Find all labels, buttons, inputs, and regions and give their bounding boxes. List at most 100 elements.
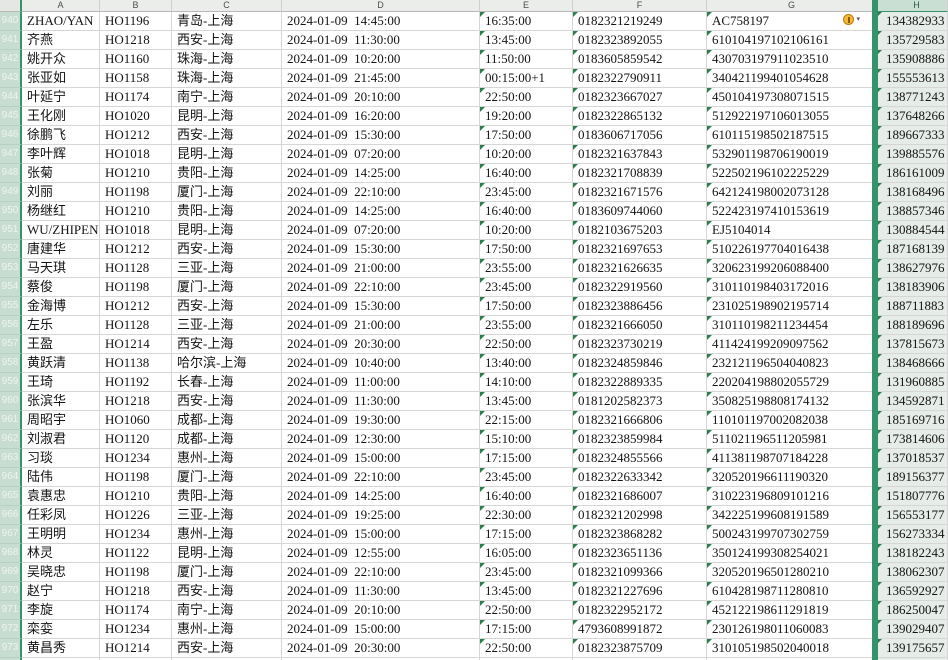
row-header[interactable]: 947 bbox=[0, 145, 22, 164]
cell-arrival[interactable]: 23:55:00 bbox=[480, 259, 573, 278]
cell-phone[interactable]: 186161009 bbox=[877, 164, 948, 183]
cell-route[interactable]: 惠州-上海 bbox=[172, 449, 282, 468]
cell-flight[interactable]: HO1226 bbox=[100, 506, 172, 525]
cell-id_no[interactable]: 532901198706190019 bbox=[707, 145, 877, 164]
cell-flight[interactable]: HO1128 bbox=[100, 316, 172, 335]
cell-ticket_no[interactable]: 0182323875709 bbox=[573, 639, 707, 658]
cell-ticket_no[interactable]: 0182323892055 bbox=[573, 31, 707, 50]
cell-id_no[interactable]: 350124199308254021 bbox=[707, 544, 877, 563]
cell-route[interactable]: 西安-上海 bbox=[172, 335, 282, 354]
cell-departure[interactable]: 2024-01-09 22:10:00 bbox=[282, 183, 480, 202]
cell-ticket_no[interactable]: 0182321227696 bbox=[573, 582, 707, 601]
cell-ticket_no[interactable]: 0181202582373 bbox=[573, 392, 707, 411]
cell-departure[interactable]: 2024-01-09 10:20:00 bbox=[282, 50, 480, 69]
cell-departure[interactable]: 2024-01-09 14:25:00 bbox=[282, 487, 480, 506]
cell-departure[interactable]: 2024-01-09 20:10:00 bbox=[282, 88, 480, 107]
cell-id_no[interactable]: 320520196501280210 bbox=[707, 563, 877, 582]
cell-id_no[interactable]: AC758197 ▾ bbox=[707, 12, 877, 31]
cell-arrival[interactable]: 17:50:00 bbox=[480, 240, 573, 259]
cell-route[interactable]: 西安-上海 bbox=[172, 639, 282, 658]
cell-ticket_no[interactable]: 0182323730219 bbox=[573, 335, 707, 354]
cell-route[interactable]: 南宁-上海 bbox=[172, 601, 282, 620]
row-header[interactable]: 962 bbox=[0, 430, 22, 449]
cell-ticket_no[interactable]: 0182321099366 bbox=[573, 563, 707, 582]
cell-id_no[interactable]: 310110198403172016 bbox=[707, 278, 877, 297]
cell-arrival[interactable]: 10:20:00 bbox=[480, 145, 573, 164]
cell-departure[interactable]: 2024-01-09 11:00:00 bbox=[282, 373, 480, 392]
cell-route[interactable]: 厦门-上海 bbox=[172, 183, 282, 202]
cell-route[interactable]: 成都-上海 bbox=[172, 411, 282, 430]
cell-ticket_no[interactable]: 0182322889335 bbox=[573, 373, 707, 392]
cell-ticket_no[interactable]: 0182321666050 bbox=[573, 316, 707, 335]
cell-flight[interactable]: HO1214 bbox=[100, 335, 172, 354]
cell-departure[interactable]: 2024-01-09 12:55:00 bbox=[282, 544, 480, 563]
cell-arrival[interactable]: 19:20:00 bbox=[480, 107, 573, 126]
cell-flight[interactable]: HO1020 bbox=[100, 107, 172, 126]
cell-phone[interactable]: 139029407 bbox=[877, 620, 948, 639]
cell-departure[interactable]: 2024-01-09 21:45:00 bbox=[282, 69, 480, 88]
cell-phone[interactable]: 156553177 bbox=[877, 506, 948, 525]
cell-route[interactable]: 厦门-上海 bbox=[172, 468, 282, 487]
cell-name[interactable]: 马天琪 bbox=[22, 259, 100, 278]
cell-phone[interactable]: 155553613 bbox=[877, 69, 948, 88]
cell-arrival[interactable]: 17:50:00 bbox=[480, 126, 573, 145]
row-header[interactable]: 957 bbox=[0, 335, 22, 354]
cell-arrival[interactable]: 23:45:00 bbox=[480, 563, 573, 582]
cell-id_no[interactable]: 450104197308071515 bbox=[707, 88, 877, 107]
cell-name[interactable]: 刘丽 bbox=[22, 183, 100, 202]
cell-flight[interactable]: HO1174 bbox=[100, 601, 172, 620]
cell-phone[interactable]: 138857346 bbox=[877, 202, 948, 221]
cell-flight[interactable]: HO1214 bbox=[100, 639, 172, 658]
cell-arrival[interactable]: 17:15:00 bbox=[480, 449, 573, 468]
cell-name[interactable]: 周昭宇 bbox=[22, 411, 100, 430]
cell-departure[interactable]: 2024-01-09 15:30:00 bbox=[282, 297, 480, 316]
cell-arrival[interactable]: 23:45:00 bbox=[480, 278, 573, 297]
cell-id_no[interactable]: 411424199209097562 bbox=[707, 335, 877, 354]
cell-route[interactable]: 贵阳-上海 bbox=[172, 202, 282, 221]
cell-ticket_no[interactable]: 0182323651136 bbox=[573, 544, 707, 563]
column-header-e[interactable]: E bbox=[480, 0, 573, 12]
row-header[interactable]: 946 bbox=[0, 126, 22, 145]
row-header[interactable]: 951 bbox=[0, 221, 22, 240]
cell-departure[interactable]: 2024-01-09 15:00:00 bbox=[282, 525, 480, 544]
cell-phone[interactable]: 188189696 bbox=[877, 316, 948, 335]
cell-id_no[interactable]: 610115198502187515 bbox=[707, 126, 877, 145]
cell-arrival[interactable]: 13:45:00 bbox=[480, 582, 573, 601]
cell-arrival[interactable]: 16:40:00 bbox=[480, 164, 573, 183]
cell-ticket_no[interactable]: 4793608991872 bbox=[573, 620, 707, 639]
cell-name[interactable]: 蔡俊 bbox=[22, 278, 100, 297]
cell-route[interactable]: 西安-上海 bbox=[172, 582, 282, 601]
cell-name[interactable]: 林灵 bbox=[22, 544, 100, 563]
row-header[interactable]: 965 bbox=[0, 487, 22, 506]
cell-departure[interactable] bbox=[282, 658, 480, 660]
cell-arrival[interactable]: 22:50:00 bbox=[480, 335, 573, 354]
row-header[interactable]: 953 bbox=[0, 259, 22, 278]
cell-arrival[interactable]: 22:50:00 bbox=[480, 601, 573, 620]
cell-phone[interactable]: 137815673 bbox=[877, 335, 948, 354]
cell-arrival[interactable]: 17:15:00 bbox=[480, 525, 573, 544]
cell-route[interactable]: 珠海-上海 bbox=[172, 69, 282, 88]
cell-route[interactable]: 昆明-上海 bbox=[172, 145, 282, 164]
cell-name[interactable]: 任彩凤 bbox=[22, 506, 100, 525]
cell-arrival[interactable]: 23:55:00 bbox=[480, 316, 573, 335]
row-header[interactable]: 972 bbox=[0, 620, 22, 639]
cell-phone[interactable]: 138468666 bbox=[877, 354, 948, 373]
row-header[interactable]: 960 bbox=[0, 392, 22, 411]
cell-departure[interactable]: 2024-01-09 20:30:00 bbox=[282, 639, 480, 658]
cell-name[interactable]: 王盈 bbox=[22, 335, 100, 354]
cell-route[interactable]: 惠州-上海 bbox=[172, 525, 282, 544]
cell-departure[interactable]: 2024-01-09 21:00:00 bbox=[282, 316, 480, 335]
cell-route[interactable]: 三亚-上海 bbox=[172, 316, 282, 335]
cell-id_no[interactable]: 220204198802055729 bbox=[707, 373, 877, 392]
cell-flight[interactable]: HO1192 bbox=[100, 373, 172, 392]
cell-phone[interactable]: 186250047 bbox=[877, 601, 948, 620]
cell-departure[interactable]: 2024-01-09 14:45:00 bbox=[282, 12, 480, 31]
cell-name[interactable]: 王明明 bbox=[22, 525, 100, 544]
cell-departure[interactable]: 2024-01-09 21:00:00 bbox=[282, 259, 480, 278]
cell-departure[interactable]: 2024-01-09 15:00:00 bbox=[282, 449, 480, 468]
row-header[interactable]: 964 bbox=[0, 468, 22, 487]
cell-route[interactable]: 哈尔滨-上海 bbox=[172, 354, 282, 373]
cell-route[interactable] bbox=[172, 658, 282, 660]
cell-phone[interactable]: 151807776 bbox=[877, 487, 948, 506]
row-header[interactable]: 963 bbox=[0, 449, 22, 468]
